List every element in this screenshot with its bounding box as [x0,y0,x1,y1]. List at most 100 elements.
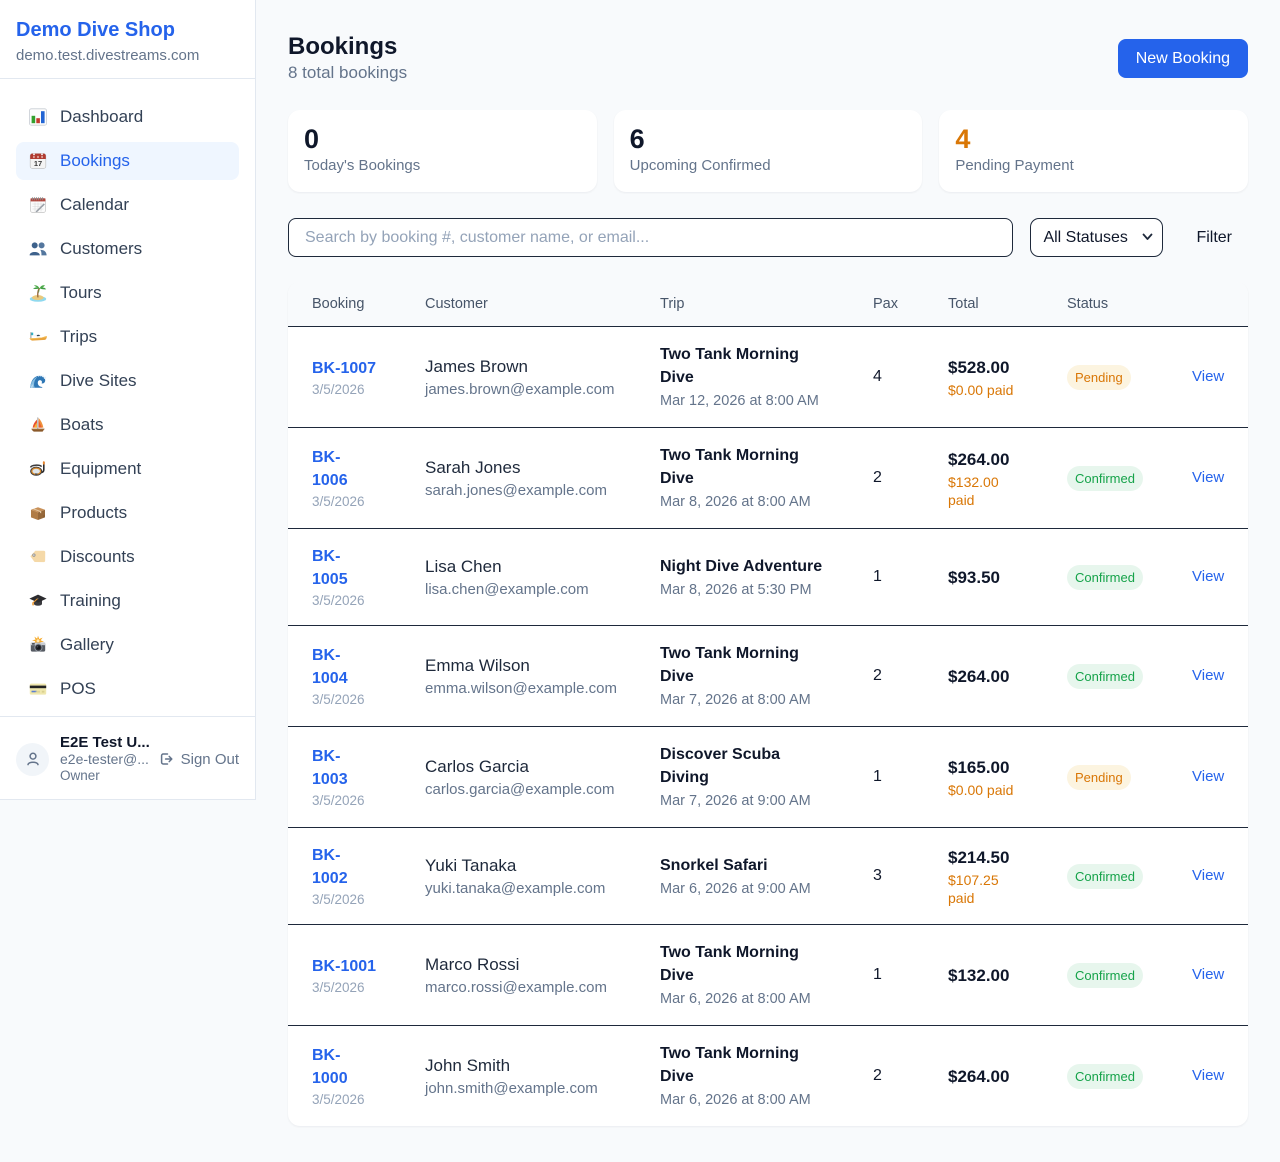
booking-id-link[interactable]: BK- 1002 [312,847,348,887]
stat-label: Upcoming Confirmed [629,157,771,174]
sidebar-item-label: Discounts [60,547,135,566]
total-cell: $528.00 $0.00 paid [924,326,1043,428]
col-header-trip: Trip [636,282,849,327]
status-select[interactable]: All Statuses [1030,218,1164,257]
status-select-wrap: All Statuses [1030,218,1164,257]
sidebar-item-label: Calendar [60,195,129,214]
sidebar-item-label: POS [60,679,96,698]
stat-card-pending-payment: 4 Pending Payment [939,110,1248,192]
customer-email: emma.wilson@example.com [425,679,617,697]
trip-name: Discover Scuba Diving [660,746,781,786]
sidebar-item-training[interactable]: Training [16,582,239,620]
view-link[interactable]: View [1192,568,1225,585]
sidebar-item-pos[interactable]: POS [16,670,239,708]
stat-label: Today's Bookings [304,157,421,174]
status-badge: Confirmed [1067,863,1143,889]
sidebar-item-gallery[interactable]: Gallery [16,626,239,664]
trip-datetime: Mar 12, 2026 at 8:00 AM [660,393,819,409]
sidebar-item-dive-sites[interactable]: Dive Sites [16,362,239,400]
sidebar-item-dashboard[interactable]: Dashboard [16,98,239,136]
view-link[interactable]: View [1192,867,1225,884]
table-row: BK-1001 3/5/2026 Marco Rossi marco.rossi… [288,924,1248,1026]
booking-cell: BK- 1005 3/5/2026 [288,528,401,626]
trip-cell: Two Tank Morning Dive Mar 7, 2026 at 8:0… [636,625,849,727]
stats-row: 0 Today's Bookings 6 Upcoming Confirmed … [288,110,1248,192]
sidebar-item-trips[interactable]: Trips [16,318,239,356]
view-link[interactable]: View [1192,768,1225,785]
status-badge: Confirmed [1067,962,1143,988]
booking-cell: BK- 1003 3/5/2026 [288,726,401,828]
pax-cell: 2 [849,427,924,529]
sidebar-item-label: Trips [60,327,98,346]
booking-id-link[interactable]: BK- 1004 [312,647,348,687]
booking-id-link[interactable]: BK-1001 [312,957,377,975]
customer-email: yuki.tanaka@example.com [425,879,606,897]
sidebar-item-label: Tours [60,283,102,302]
total-cell: $132.00 [924,924,1043,1026]
booking-date: 3/5/2026 [312,692,365,707]
search-input[interactable] [288,218,1014,257]
main-content: Bookings 8 total bookings New Booking 0 … [256,0,1280,1158]
customer-cell: Marco Rossi marco.rossi@example.com [401,924,636,1026]
view-link[interactable]: View [1192,469,1225,486]
people-icon [28,239,48,259]
booking-id-link[interactable]: BK- 1006 [312,449,348,489]
customer-cell: Lisa Chen lisa.chen@example.com [401,528,636,626]
sign-out-button[interactable]: Sign Out [158,751,239,768]
sidebar-item-bookings[interactable]: 17 Bookings [16,142,239,180]
paid-amount: $0.00 paid [948,781,1014,798]
booking-date: 3/5/2026 [312,494,365,509]
sidebar-item-calendar[interactable]: Calendar [16,186,239,224]
booking-date: 3/5/2026 [312,1092,365,1107]
sidebar-item-customers[interactable]: Customers [16,230,239,268]
table-row: BK- 1003 3/5/2026 Carlos Garcia carlos.g… [288,726,1248,828]
sidebar-item-discounts[interactable]: Discounts [16,538,239,576]
person-icon [26,752,39,766]
view-link[interactable]: View [1192,966,1225,983]
view-link[interactable]: View [1192,368,1225,385]
booking-id-link[interactable]: BK- 1005 [312,548,348,588]
total-amount: $165.00 [948,757,1010,777]
booking-date: 3/5/2026 [312,979,365,995]
bookings-table: Booking Customer Trip Pax Total Status B… [288,282,1248,1126]
sidebar-item-products[interactable]: Products [16,494,239,532]
pax-value: 1 [873,768,882,785]
trip-name: Snorkel Safari [660,856,768,874]
booking-date: 3/5/2026 [312,381,365,397]
sidebar-item-equipment[interactable]: Equipment [16,450,239,488]
action-cell: View [1168,827,1248,925]
trip-name: Two Tank Morning Dive [660,1045,799,1085]
booking-id-link[interactable]: BK- 1003 [312,748,348,788]
new-booking-button[interactable]: New Booking [1117,39,1248,78]
sidebar: Demo Dive Shop demo.test.divestreams.com… [0,0,256,800]
total-amount: $528.00 [948,357,1010,377]
camera-flash-icon [28,635,48,655]
col-header-booking: Booking [288,282,401,327]
total-cell: $165.00 $0.00 paid [924,726,1043,828]
customer-name: James Brown [425,356,528,376]
action-cell: View [1168,528,1248,626]
booking-id-link[interactable]: BK-1007 [312,359,377,377]
col-header-action [1168,282,1248,327]
col-header-customer: Customer [401,282,636,327]
table-row: BK- 1000 3/5/2026 John Smith john.smith@… [288,1026,1248,1127]
status-cell: Confirmed [1043,1026,1168,1127]
pax-value: 2 [873,1067,882,1084]
booking-id-link[interactable]: BK- 1000 [312,1047,348,1087]
sidebar-item-boats[interactable]: Boats [16,406,239,444]
sidebar-item-label: Equipment [60,459,142,478]
sidebar-item-tours[interactable]: Tours [16,274,239,312]
status-badge: Pending [1067,764,1131,790]
bar-chart-icon [28,107,48,127]
customer-email: carlos.garcia@example.com [425,780,615,798]
sidebar-nav: Dashboard 17 Bookings Calendar Customers Tour… [0,79,255,716]
trip-name: Night Dive Adventure [660,557,823,575]
total-amount: $214.50 [948,847,1010,867]
status-cell: Confirmed [1043,427,1168,529]
view-link[interactable]: View [1192,667,1225,684]
filter-button[interactable]: Filter [1180,218,1248,257]
status-cell: Pending [1043,326,1168,428]
view-link[interactable]: View [1192,1067,1225,1084]
sign-out-icon [160,753,173,765]
